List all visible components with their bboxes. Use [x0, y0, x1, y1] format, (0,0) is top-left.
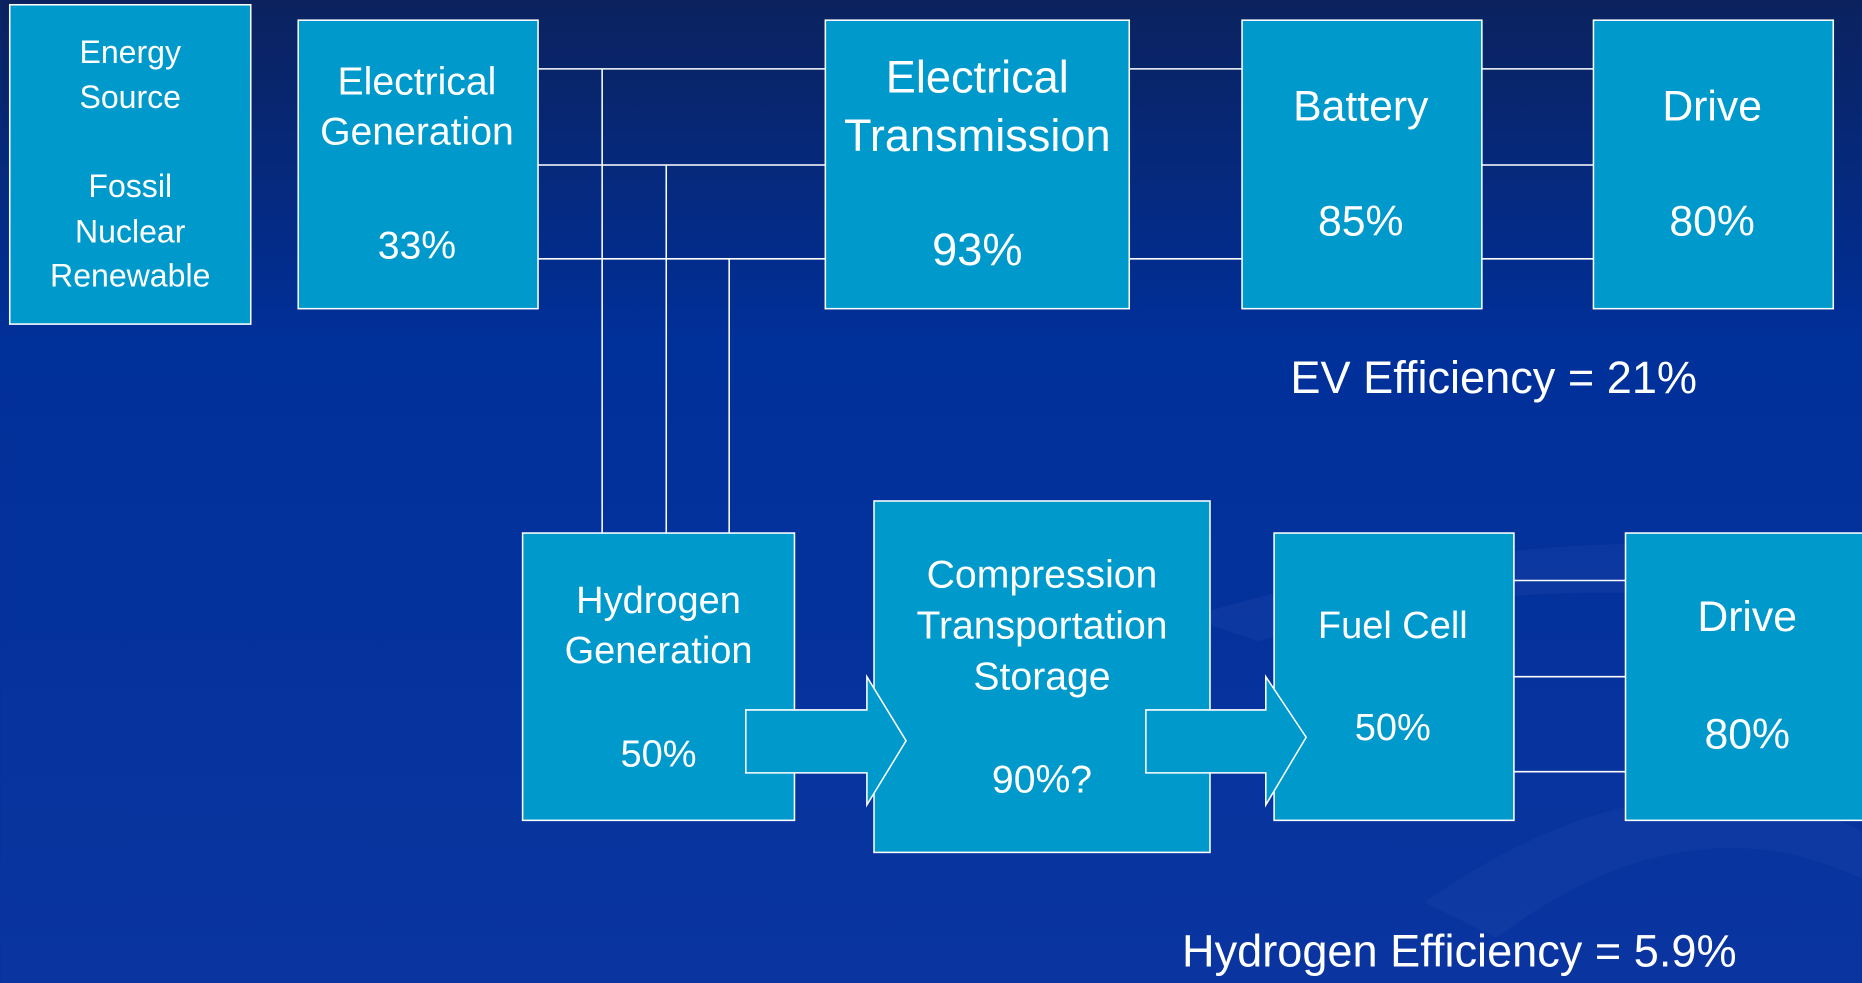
node-box — [824, 19, 1131, 310]
node-label: Compression — [927, 553, 1158, 596]
node-box — [297, 19, 539, 310]
connectors — [538, 68, 1626, 773]
ev-efficiency: EV Efficiency = 21% — [1290, 352, 1697, 403]
node-label: Nuclear — [75, 213, 186, 249]
node-box — [1592, 19, 1835, 310]
node: Battery 85% — [1241, 19, 1483, 310]
node-label: Generation — [565, 630, 753, 672]
node-label: Battery — [1293, 83, 1429, 131]
node-box — [1624, 532, 1862, 822]
arrows — [745, 673, 1308, 808]
node-label: Drive — [1662, 83, 1762, 131]
node-label: Source — [79, 79, 181, 115]
node-box — [1241, 19, 1483, 310]
node: Energy Source Fossil Nuclear Renewable — [8, 3, 252, 325]
hydrogen-efficiency: Hydrogen Efficiency = 5.9% — [1182, 925, 1737, 976]
node: Drive 80% — [1592, 19, 1835, 310]
node-label: Hydrogen — [576, 580, 741, 622]
flow-arrow — [745, 673, 907, 808]
node: Hydrogen Generation 50% — [521, 532, 796, 822]
node: Electrical Generation 33% — [297, 19, 539, 310]
swoosh — [1424, 796, 1862, 938]
node-label: Renewable — [50, 257, 210, 293]
node-label: Fossil — [88, 168, 172, 204]
node-efficiency: 90%? — [992, 759, 1092, 802]
node-box — [521, 532, 796, 822]
node-label: Generation — [320, 110, 514, 153]
node: Compression Transportation Storage 90%? — [873, 500, 1211, 854]
node-label: Energy — [79, 34, 181, 70]
node: Drive 80% — [1624, 532, 1862, 822]
node-efficiency: 80% — [1704, 711, 1790, 759]
node: Fuel Cell 50% — [1273, 532, 1515, 822]
node-efficiency: 80% — [1669, 198, 1755, 246]
node-label: Fuel Cell — [1318, 605, 1468, 647]
node-box — [8, 3, 252, 325]
node-label: Electrical — [338, 61, 497, 104]
boxes: Energy Source Fossil Nuclear Renewable Electr… — [8, 3, 1862, 854]
node-label: Transportation — [916, 604, 1167, 647]
node-label: Storage — [973, 655, 1110, 698]
node: Electrical Transmission 93% — [824, 19, 1131, 310]
node-efficiency: 93% — [932, 224, 1022, 275]
node-efficiency: 50% — [621, 733, 697, 775]
node-efficiency: 85% — [1318, 198, 1404, 246]
node-label: Transmission — [844, 110, 1111, 161]
node-efficiency: 33% — [378, 224, 456, 267]
node-box — [873, 500, 1211, 854]
flow-arrow — [1145, 674, 1308, 808]
node-label: Electrical — [886, 52, 1069, 103]
node-box — [1273, 532, 1515, 822]
node-efficiency: 50% — [1355, 707, 1431, 749]
node-label: Drive — [1697, 593, 1797, 641]
